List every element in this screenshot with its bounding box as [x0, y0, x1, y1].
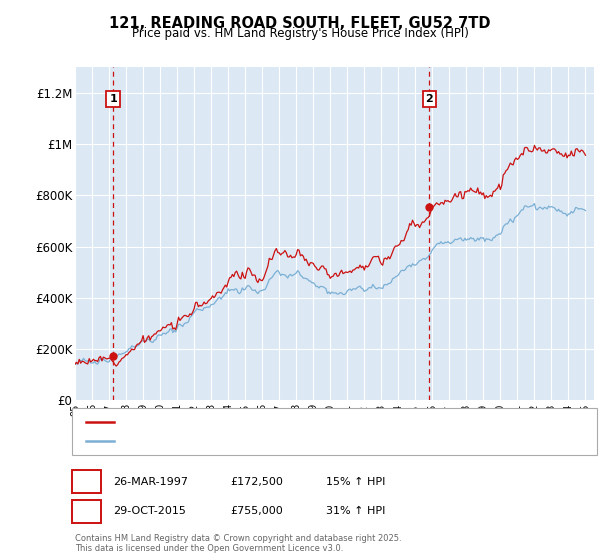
Text: 29-OCT-2015: 29-OCT-2015: [113, 506, 185, 516]
Text: HPI: Average price, detached house, Hart: HPI: Average price, detached house, Hart: [120, 436, 326, 446]
Text: 121, READING ROAD SOUTH, FLEET, GU52 7TD (detached house): 121, READING ROAD SOUTH, FLEET, GU52 7TD…: [120, 417, 446, 427]
Text: 1: 1: [82, 475, 91, 488]
Text: 2: 2: [425, 94, 433, 104]
Text: Price paid vs. HM Land Registry's House Price Index (HPI): Price paid vs. HM Land Registry's House …: [131, 27, 469, 40]
Text: 1: 1: [109, 94, 117, 104]
Text: £172,500: £172,500: [230, 477, 283, 487]
Text: 121, READING ROAD SOUTH, FLEET, GU52 7TD: 121, READING ROAD SOUTH, FLEET, GU52 7TD: [109, 16, 491, 31]
Text: 15% ↑ HPI: 15% ↑ HPI: [326, 477, 385, 487]
Text: 26-MAR-1997: 26-MAR-1997: [113, 477, 188, 487]
Text: £755,000: £755,000: [230, 506, 283, 516]
Text: 31% ↑ HPI: 31% ↑ HPI: [326, 506, 385, 516]
Text: 2: 2: [82, 505, 91, 518]
Text: Contains HM Land Registry data © Crown copyright and database right 2025.
This d: Contains HM Land Registry data © Crown c…: [75, 534, 401, 553]
